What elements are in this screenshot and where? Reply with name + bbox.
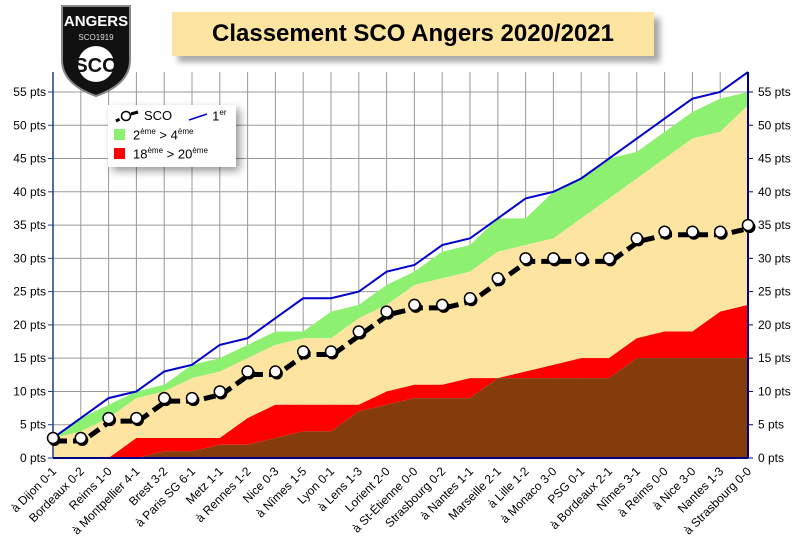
chart-title: Classement SCO Angers 2020/2021 [212, 20, 614, 47]
sco-point [324, 345, 338, 358]
y-tick-label-right: 10 pts [758, 384, 791, 398]
y-tick-label-right: 20 pts [758, 318, 791, 332]
sco-point [547, 252, 560, 265]
legend: SCO 1er 2ème > 4ème 18ème > 20ème [108, 105, 236, 167]
sco-point [574, 252, 588, 265]
y-tick-label-left: 30 pts [13, 251, 46, 265]
legend-first-label: 1er [212, 108, 227, 124]
sco-point [380, 305, 393, 318]
logo-text-big: SCO [74, 55, 117, 77]
legend-red-label: 18ème > 20ème [133, 146, 208, 162]
y-tick-label-left: 0 pts [20, 451, 46, 465]
sco-point [46, 431, 60, 445]
y-tick-label-right: 55 pts [758, 85, 791, 99]
sco-point [491, 272, 505, 285]
sco-point [435, 298, 449, 312]
y-tick-label-left: 15 pts [13, 351, 46, 365]
y-tick-label-left: 40 pts [13, 185, 46, 199]
band-4th-to-18th [53, 105, 748, 458]
sco-point [296, 345, 310, 358]
sco-point [713, 225, 727, 238]
y-tick-label-right: 15 pts [758, 351, 791, 365]
sco-point [519, 252, 532, 265]
y-tick-label-right: 50 pts [758, 118, 791, 132]
y-tick-label-right: 5 pts [758, 418, 784, 432]
sco-point [157, 391, 171, 405]
y-tick-label-left: 45 pts [13, 152, 46, 166]
legend-sco-label: SCO [144, 108, 173, 124]
logo-text-mid: SCO1919 [78, 33, 114, 42]
y-tick-label-left: 55 pts [13, 85, 46, 99]
green-swatch-icon [114, 129, 125, 141]
y-tick-label-right: 30 pts [758, 251, 791, 265]
sco-marker-icon [115, 110, 139, 122]
series-line-first [52, 71, 749, 439]
sco-point [741, 218, 755, 232]
y-tick-label-left: 5 pts [20, 418, 46, 432]
chart-title-box: Classement SCO Angers 2020/2021 [172, 12, 654, 56]
sco-point [269, 365, 282, 378]
sco-point [102, 411, 115, 425]
sco-point [130, 411, 143, 425]
sco-point [602, 252, 616, 265]
sco-angers-logo: ANGERS SCO1919 SCO [58, 2, 134, 98]
y-tick-label-left: 35 pts [13, 218, 46, 232]
sco-point [74, 431, 88, 445]
y-tick-label-left: 50 pts [13, 118, 46, 132]
y-tick-label-right: 40 pts [758, 185, 791, 199]
band-20th [53, 358, 748, 458]
y-tick-label-right: 35 pts [758, 218, 791, 232]
legend-green-label: 2ème > 4ème [133, 127, 194, 143]
sco-point [658, 225, 671, 238]
sco-point [352, 325, 366, 338]
legend-row-red: 18ème > 20ème [114, 146, 208, 161]
logo-text-top: ANGERS [64, 13, 128, 30]
y-tick-label-left: 20 pts [13, 318, 46, 332]
legend-row-green: 2ème > 4ème [114, 127, 193, 142]
y-tick-label-right: 45 pts [758, 152, 791, 166]
y-tick-label-left: 10 pts [13, 384, 46, 398]
band-2nd-to-4th [53, 91, 748, 439]
y-tick-label-right: 0 pts [758, 451, 784, 465]
first-line-icon [188, 112, 208, 121]
sco-point [213, 385, 227, 398]
y-tick-label-left: 25 pts [13, 285, 46, 299]
sco-point [686, 225, 699, 238]
sco-point [185, 391, 199, 405]
red-swatch-icon [114, 148, 125, 160]
sco-point [463, 292, 477, 305]
sco-point [241, 365, 254, 378]
sco-point [630, 232, 644, 245]
legend-row-sco-first: SCO 1er [114, 108, 227, 123]
sco-point [408, 298, 421, 312]
y-tick-label-right: 25 pts [758, 285, 791, 299]
